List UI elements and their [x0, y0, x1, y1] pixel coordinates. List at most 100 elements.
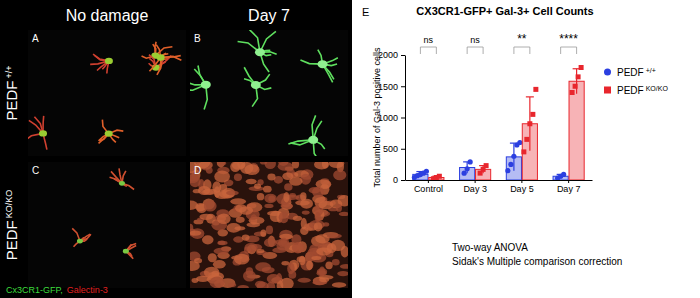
cell-body: [318, 201, 333, 209]
error-bar: [526, 97, 534, 151]
cell-body: [318, 60, 328, 68]
micrograph-field: [28, 162, 186, 288]
cell-body: [332, 282, 347, 288]
cell-body: [235, 226, 246, 230]
cell: [190, 65, 211, 109]
point: [524, 137, 529, 142]
stain-legend-entry: Galectin-3: [67, 285, 108, 295]
cell-body: [264, 194, 277, 204]
cell-body: [105, 58, 113, 64]
cell-body: [234, 254, 249, 265]
cell-body: [319, 277, 329, 282]
cell-body: [217, 241, 227, 245]
cell-body: [276, 240, 290, 250]
stain-legend: Cx3CR1-GFP,Galectin-3: [6, 285, 108, 295]
legend-marker: [604, 69, 611, 76]
cell-body: [341, 246, 348, 258]
micrograph-field: [190, 162, 348, 288]
significance-bracket: [561, 47, 577, 54]
cell-body: [260, 162, 267, 164]
point: [508, 162, 513, 167]
cell: [288, 115, 324, 156]
point: [424, 169, 429, 174]
panel-letter: B: [194, 33, 201, 44]
cell-body: [235, 204, 247, 212]
cell-body: [266, 226, 273, 235]
cell-body: [230, 198, 246, 205]
cell: [238, 30, 277, 72]
cell-body: [190, 175, 199, 183]
cell-body: [317, 270, 327, 276]
row-title: PEDF+/+: [3, 65, 20, 120]
point: [517, 140, 522, 145]
cell-body: [246, 267, 253, 276]
series: [429, 65, 584, 180]
cell-body: [105, 130, 113, 136]
y-axis-title: Total number of Gal-3 positive cells: [372, 47, 382, 188]
cell-body: [210, 276, 225, 288]
cell-body: [217, 213, 231, 224]
x-tick-mark: [475, 180, 476, 183]
cell-body: [247, 222, 261, 227]
cell-body: [234, 174, 242, 181]
significance-label: ns: [424, 35, 434, 45]
cell-body: [300, 192, 306, 200]
point: [530, 112, 535, 117]
cell-body: [280, 203, 293, 208]
cell-body: [39, 130, 47, 136]
legend: PEDF+/+PEDFKO/KO: [604, 67, 668, 97]
cell-body: [311, 256, 321, 260]
cell-body: [190, 224, 193, 232]
cell-body: [309, 187, 321, 193]
chart-title: CX3CR1-GFP+ Gal-3+ Cell Counts: [416, 5, 593, 17]
cell-body: [306, 261, 313, 271]
panel-letter: E: [362, 6, 369, 18]
cell-body: [242, 234, 250, 240]
cell: [123, 244, 136, 259]
cell-body: [236, 217, 245, 223]
cell-body: [314, 162, 329, 169]
cell-body: [327, 234, 342, 239]
x-tick: Day 7: [557, 180, 581, 194]
error-bar-stem: [576, 69, 577, 94]
cell-body: [244, 243, 257, 252]
cell: [90, 54, 113, 73]
point: [511, 154, 516, 159]
cell-body: [289, 177, 302, 186]
cell-body: [208, 253, 217, 262]
cell-body: [279, 230, 293, 240]
image-background: [0, 0, 352, 298]
cell-body: [219, 184, 227, 191]
cell-body: [201, 81, 211, 89]
y-tick-mark: [401, 180, 405, 181]
point: [570, 90, 575, 95]
y-tick-mark: [401, 86, 405, 87]
figure: ABCDNo damageDay 7PEDF+/+PEDFKO/KOCx3CR1…: [0, 0, 700, 298]
cell-body: [337, 271, 348, 276]
cell-body: [228, 283, 236, 287]
cell-body: [256, 249, 264, 253]
column-title: Day 7: [248, 7, 290, 24]
point: [505, 168, 510, 173]
significance-label: ns: [470, 35, 480, 45]
cell-body: [322, 162, 328, 168]
cell-body: [298, 278, 311, 283]
cell-body: [202, 235, 214, 244]
cell: [72, 228, 91, 246]
cell-body: [287, 263, 294, 275]
point: [484, 163, 489, 168]
y-tick-mark: [401, 118, 405, 119]
cell-body: [279, 211, 289, 223]
legend-label: PEDFKO/KO: [617, 85, 668, 97]
cell-body: [218, 162, 226, 165]
micrograph-field: [28, 30, 186, 156]
cell-body: [257, 193, 264, 200]
cell-body: [199, 214, 213, 220]
point: [465, 166, 470, 171]
cell-body: [194, 258, 202, 263]
cell-body: [323, 222, 330, 226]
y-tick: 1000: [378, 113, 405, 123]
x-tick: Day 5: [510, 180, 534, 194]
cell-body: [198, 186, 210, 195]
cell-body: [251, 81, 261, 89]
